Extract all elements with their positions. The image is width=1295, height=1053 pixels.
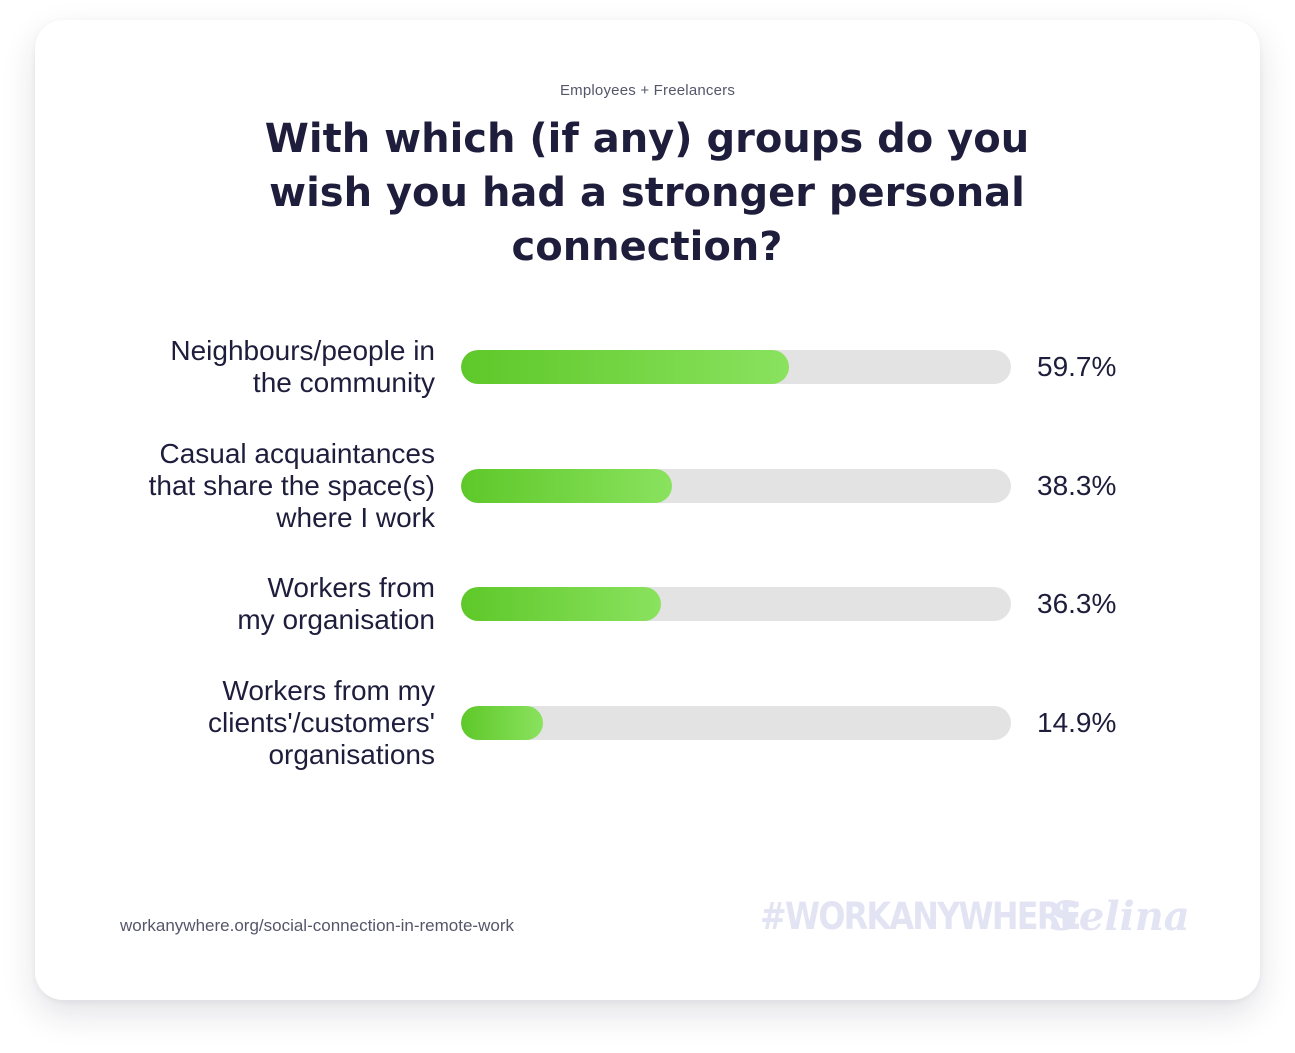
bar-fill xyxy=(461,469,672,503)
bar-label: Workers from my clients'/customers' orga… xyxy=(208,675,435,770)
bar-value-label: 14.9% xyxy=(1037,707,1117,738)
bar-value-label: 59.7% xyxy=(1037,351,1117,382)
chart-title: With which (if any) groups do you wish y… xyxy=(264,116,1030,270)
bar-label: Neighbours/people in the community xyxy=(170,335,435,398)
selina-logo: Selina xyxy=(1050,893,1190,940)
bar-label: Casual acquaintances that share the spac… xyxy=(148,438,435,533)
bar-label: Workers from my organisation xyxy=(237,572,435,635)
workanywhere-hashtag: #WORKANYWHERE xyxy=(760,895,1081,938)
chart-subtitle: Employees + Freelancers xyxy=(559,82,736,99)
bar-fill xyxy=(461,350,789,384)
source-url: workanywhere.org/social-connection-in-re… xyxy=(120,916,514,935)
bar-track xyxy=(461,706,1011,740)
bar-track xyxy=(461,350,1011,384)
bar-fill xyxy=(461,587,661,621)
bar-track xyxy=(461,587,1011,621)
chart-card xyxy=(35,20,1260,1000)
bar-value-label: 38.3% xyxy=(1037,470,1117,501)
bar-track xyxy=(461,469,1011,503)
bar-value-label: 36.3% xyxy=(1037,588,1117,619)
bar-fill xyxy=(461,706,543,740)
